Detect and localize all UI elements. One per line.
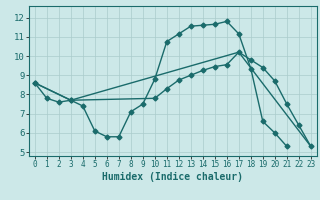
X-axis label: Humidex (Indice chaleur): Humidex (Indice chaleur) (102, 172, 243, 182)
